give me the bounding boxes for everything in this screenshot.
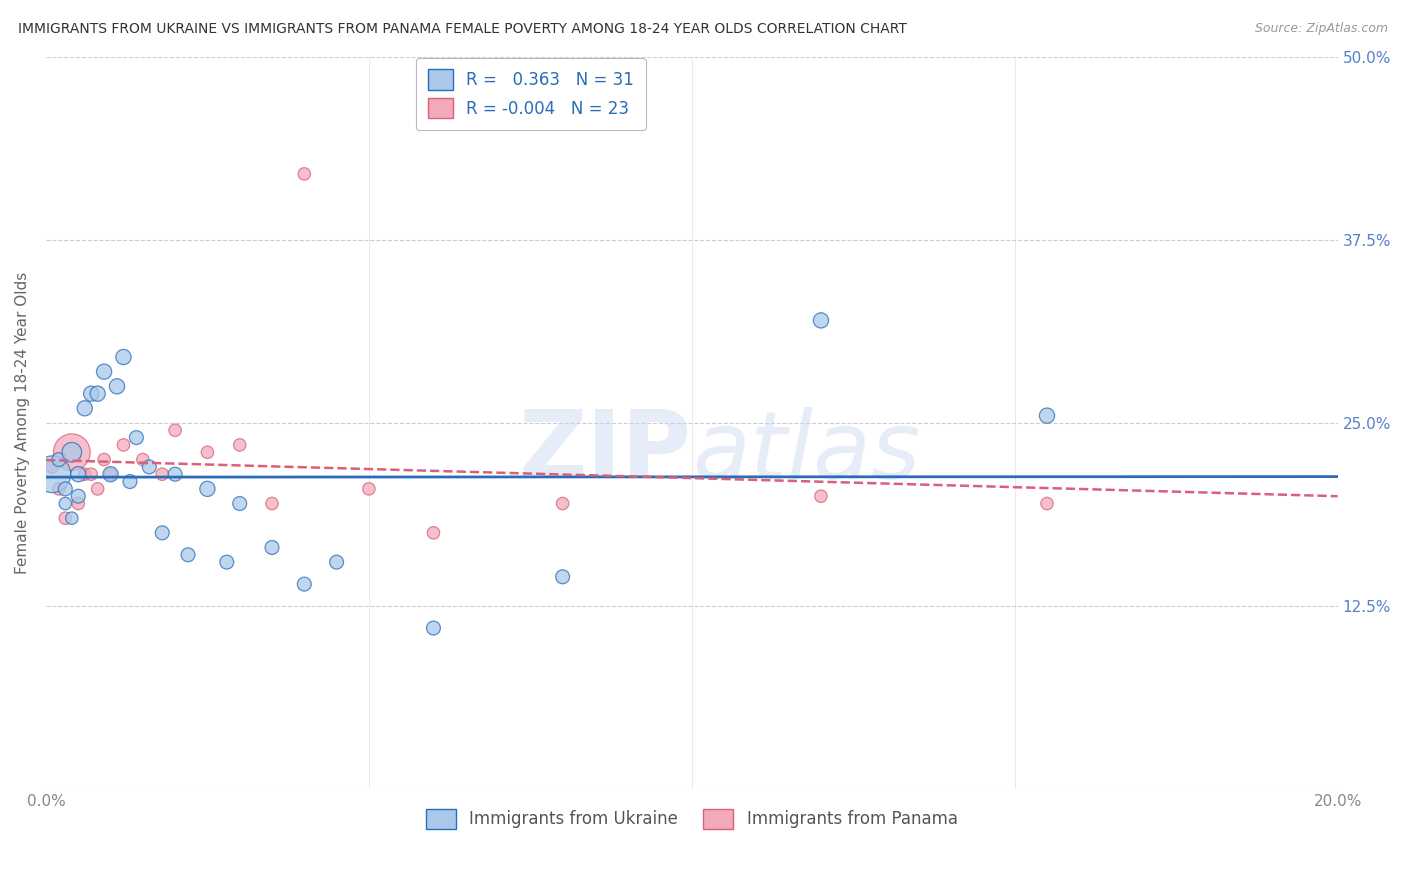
Text: Source: ZipAtlas.com: Source: ZipAtlas.com bbox=[1254, 22, 1388, 36]
Point bbox=[53, 496, 76, 510]
Point bbox=[325, 555, 347, 569]
Point bbox=[67, 467, 90, 482]
Point bbox=[100, 467, 122, 482]
Legend: Immigrants from Ukraine, Immigrants from Panama: Immigrants from Ukraine, Immigrants from… bbox=[419, 802, 965, 836]
Point bbox=[60, 511, 83, 525]
Point bbox=[73, 467, 96, 482]
Text: IMMIGRANTS FROM UKRAINE VS IMMIGRANTS FROM PANAMA FEMALE POVERTY AMONG 18-24 YEA: IMMIGRANTS FROM UKRAINE VS IMMIGRANTS FR… bbox=[18, 22, 907, 37]
Point bbox=[80, 467, 103, 482]
Point bbox=[165, 423, 187, 437]
Point bbox=[292, 577, 315, 591]
Y-axis label: Female Poverty Among 18-24 Year Olds: Female Poverty Among 18-24 Year Olds bbox=[15, 272, 30, 574]
Point bbox=[105, 379, 128, 393]
Point bbox=[150, 467, 173, 482]
Point bbox=[1036, 409, 1059, 423]
Point bbox=[67, 489, 90, 503]
Point bbox=[260, 496, 283, 510]
Point bbox=[67, 496, 90, 510]
Point bbox=[551, 496, 574, 510]
Point bbox=[165, 467, 187, 482]
Point bbox=[86, 482, 108, 496]
Point bbox=[150, 525, 173, 540]
Point bbox=[112, 438, 135, 452]
Point bbox=[73, 401, 96, 416]
Point bbox=[80, 386, 103, 401]
Point bbox=[100, 467, 122, 482]
Point bbox=[41, 459, 63, 474]
Point bbox=[53, 482, 76, 496]
Point bbox=[422, 621, 444, 635]
Point bbox=[810, 313, 832, 327]
Point bbox=[422, 525, 444, 540]
Point bbox=[810, 489, 832, 503]
Point bbox=[48, 452, 70, 467]
Point bbox=[228, 496, 250, 510]
Point bbox=[132, 452, 155, 467]
Point bbox=[53, 511, 76, 525]
Text: ZIP: ZIP bbox=[519, 406, 692, 499]
Point bbox=[93, 365, 115, 379]
Point bbox=[112, 350, 135, 364]
Point bbox=[60, 445, 83, 459]
Point bbox=[93, 452, 115, 467]
Point bbox=[48, 482, 70, 496]
Point bbox=[1036, 496, 1059, 510]
Point bbox=[357, 482, 380, 496]
Point bbox=[60, 445, 83, 459]
Point bbox=[125, 431, 148, 445]
Point bbox=[215, 555, 238, 569]
Point bbox=[292, 167, 315, 181]
Point bbox=[86, 386, 108, 401]
Point bbox=[41, 467, 63, 482]
Text: atlas: atlas bbox=[692, 407, 920, 498]
Point bbox=[260, 541, 283, 555]
Point bbox=[551, 570, 574, 584]
Point bbox=[138, 459, 160, 474]
Point bbox=[118, 475, 141, 489]
Point bbox=[197, 445, 219, 459]
Point bbox=[177, 548, 200, 562]
Point bbox=[197, 482, 219, 496]
Point bbox=[228, 438, 250, 452]
